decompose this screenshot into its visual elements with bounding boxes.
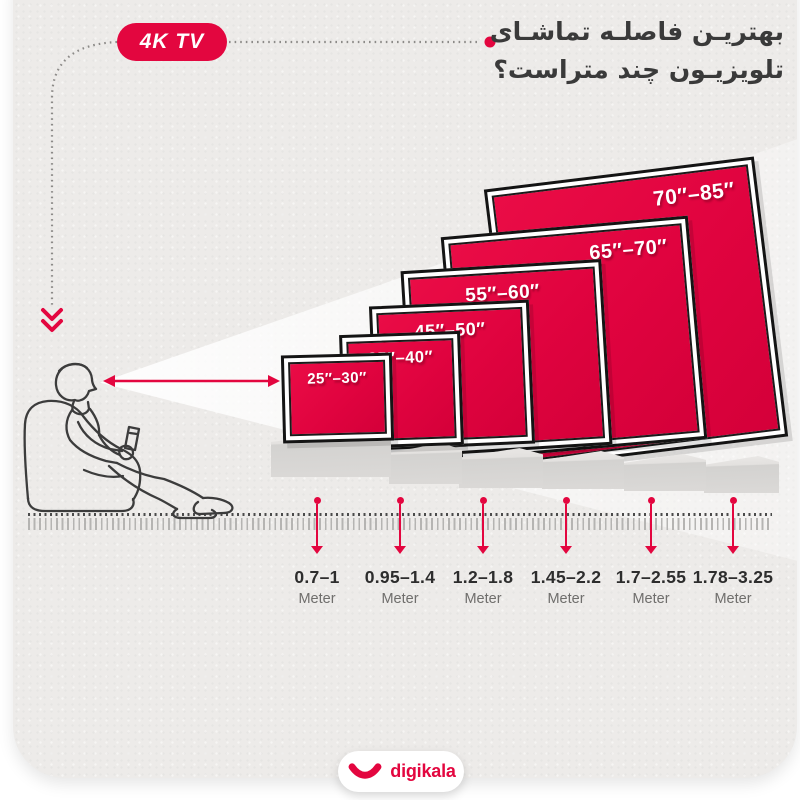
tv-screen: 25″–30″ xyxy=(288,359,387,437)
distance-unit: Meter xyxy=(714,591,752,607)
person-head xyxy=(54,362,98,402)
distance-range: 1.2–1.8 xyxy=(452,567,514,587)
distance-label: 1.2–1.8 Meter xyxy=(428,567,538,607)
distance-unit: Meter xyxy=(464,591,502,607)
distance-label: 1.7–2.55 Meter xyxy=(596,567,706,607)
person-leg-lower xyxy=(107,464,179,511)
title-line-1: بهتریـن فاصلـه تماشـای xyxy=(489,17,784,46)
distance-marker-arrow xyxy=(393,497,407,559)
distance-marker-arrow xyxy=(644,497,658,559)
tv-size-label: 25″–30″ xyxy=(306,369,367,388)
distance-label: 0.95–1.4 Meter xyxy=(345,567,455,607)
person-hair xyxy=(57,363,89,373)
digikala-logo[interactable]: digikala xyxy=(338,751,464,792)
distance-range: 0.7–1 xyxy=(294,567,340,587)
distance-unit: Meter xyxy=(298,591,336,607)
person-hand xyxy=(118,444,135,461)
distance-marker-arrow xyxy=(726,497,740,559)
armchair-base xyxy=(26,496,135,513)
distance-range: 1.45–2.2 xyxy=(530,567,602,587)
distance-label: 1.78–3.25 Meter xyxy=(678,567,788,607)
person-torso-front xyxy=(88,407,101,437)
remote-control xyxy=(123,425,141,452)
person-arm-lower xyxy=(97,433,122,457)
digikala-smile-icon xyxy=(348,762,382,779)
distance-marker-arrow xyxy=(310,497,324,559)
distance-marker-arrow xyxy=(559,497,573,559)
distance-range: 1.78–3.25 xyxy=(692,567,774,587)
person-foot-left xyxy=(172,507,217,520)
person-foot-right xyxy=(192,496,234,516)
distance-label: 0.7–1 Meter xyxy=(262,567,372,607)
distance-range: 1.7–2.55 xyxy=(615,567,687,587)
page-title: بهتریـن فاصلـه تماشـای تلویزیـون چند متر… xyxy=(474,13,784,89)
person-torso-back xyxy=(65,408,119,465)
distance-range: 0.95–1.4 xyxy=(364,567,436,587)
distance-unit: Meter xyxy=(547,591,585,607)
distance-label: 1.45–2.2 Meter xyxy=(511,567,621,607)
viewer-person-illustration xyxy=(23,362,234,520)
distance-unit: Meter xyxy=(381,591,419,607)
title-line-2: تلویزیـون چند متراست؟ xyxy=(493,55,784,84)
armchair-armrest xyxy=(119,447,142,502)
distance-marker-arrow xyxy=(476,497,490,559)
distance-unit: Meter xyxy=(632,591,670,607)
person-leg-upper xyxy=(115,461,205,500)
person-neck xyxy=(71,399,91,416)
digikala-logo-text: digikala xyxy=(390,761,456,781)
4k-tv-badge: 4K TV xyxy=(117,23,227,61)
armchair-outline xyxy=(23,399,123,501)
tv-25-30: 25″–30″ xyxy=(280,352,395,444)
